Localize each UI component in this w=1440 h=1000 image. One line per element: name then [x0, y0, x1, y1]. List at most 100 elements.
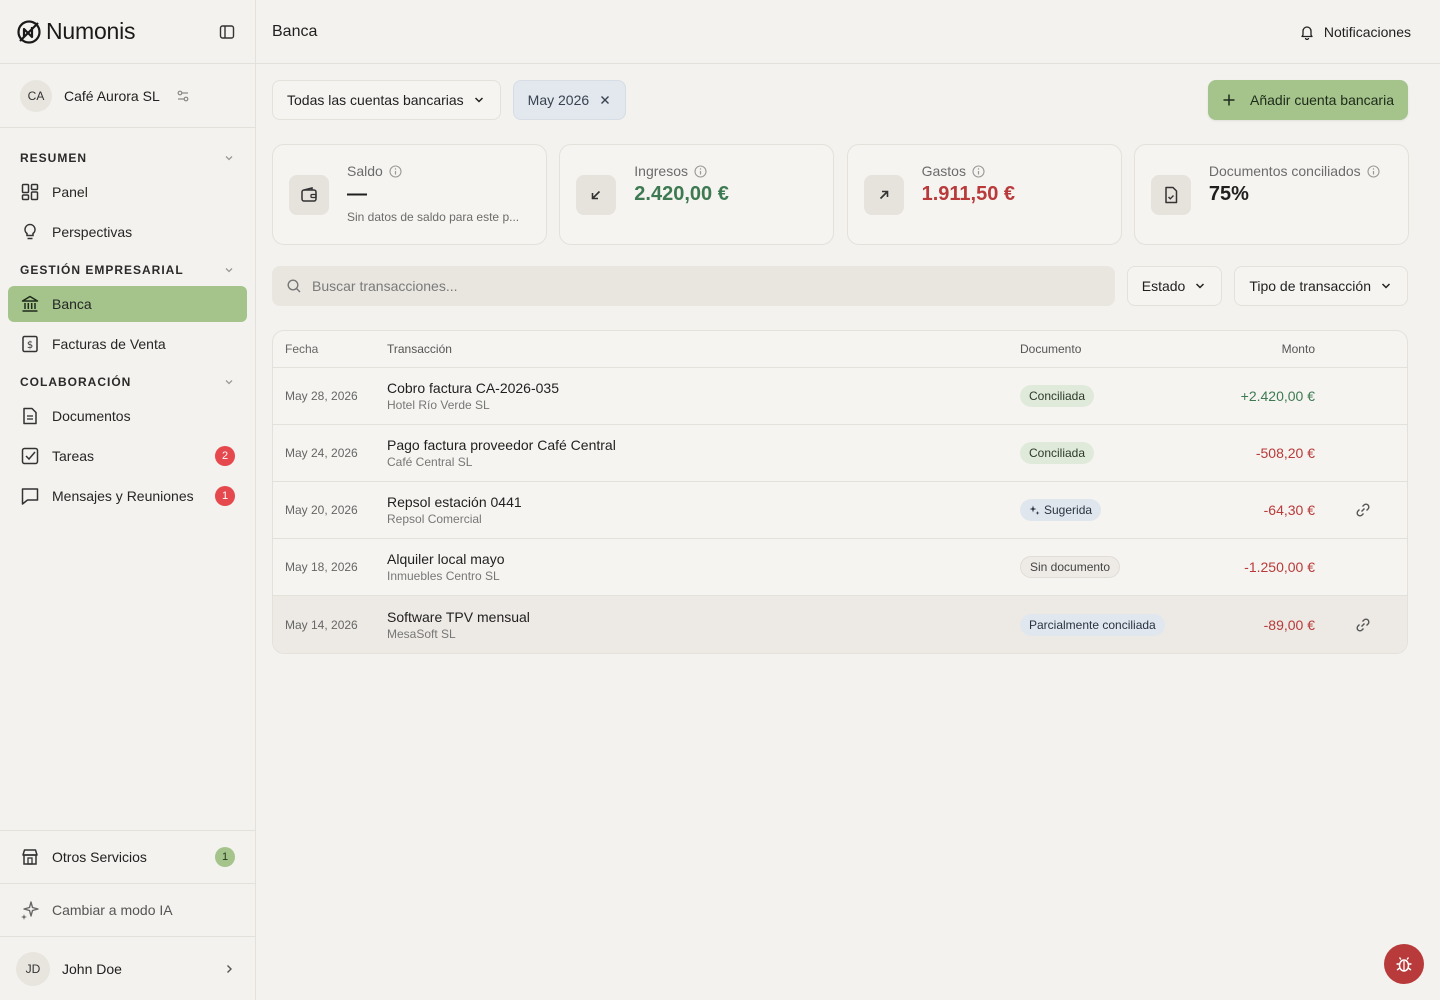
table-body: May 28, 2026 Cobro factura CA-2026-035 Hot…	[273, 368, 1407, 653]
header-document[interactable]: Documento	[1020, 342, 1082, 356]
stat-value: 1.911,50 €	[921, 183, 1016, 205]
status-badge[interactable]: Sugerida	[1020, 499, 1102, 521]
section-colaboracion[interactable]: COLABORACIÓN	[8, 366, 247, 398]
chevron-down-icon	[223, 152, 235, 164]
header-date[interactable]: Fecha	[285, 342, 319, 356]
row-amount: +2.420,00 €	[1240, 388, 1315, 404]
section-title: GESTIÓN EMPRESARIAL	[20, 263, 184, 277]
status-badge[interactable]: Conciliada	[1020, 442, 1095, 464]
other-services-item[interactable]: Otros Servicios 1	[0, 830, 255, 883]
tipo-transaccion-select[interactable]: Tipo de transacción	[1234, 266, 1408, 306]
table-row[interactable]: May 18, 2026 Alquiler local mayo Inmuebles…	[273, 539, 1407, 596]
user-name: John Doe	[62, 960, 122, 977]
link-icon[interactable]	[1354, 616, 1372, 634]
link-icon[interactable]	[1354, 501, 1372, 519]
row-title: Cobro factura CA-2026-035	[387, 380, 559, 396]
table-row[interactable]: May 28, 2026 Cobro factura CA-2026-035 Hot…	[273, 368, 1407, 425]
info-icon[interactable]	[972, 164, 985, 178]
ai-mode-toggle[interactable]: Cambiar a modo IA	[0, 883, 255, 936]
company-avatar: CA	[20, 79, 52, 112]
brand-name: Numonis	[46, 18, 136, 44]
table-row[interactable]: May 14, 2026 Software TPV mensual MesaSoft…	[273, 596, 1407, 653]
other-services-badge: 1	[215, 847, 235, 867]
info-icon[interactable]	[694, 164, 707, 178]
info-icon[interactable]	[389, 164, 402, 178]
row-date: May 24, 2026	[285, 446, 358, 460]
status-badge[interactable]: Conciliada	[1020, 385, 1095, 407]
close-icon[interactable]	[599, 94, 611, 106]
company-switcher[interactable]: CA Café Aurora SL	[0, 64, 255, 128]
header-transaction[interactable]: Transacción	[387, 342, 452, 356]
store-icon	[20, 847, 40, 867]
accounts-select-label: Todas las cuentas bancarias	[287, 92, 464, 108]
sidebar-item-label: Perspectivas	[52, 224, 133, 240]
svg-text:$: $	[27, 340, 33, 351]
notifications-label: Notificaciones	[1323, 23, 1411, 40]
sidebar-item-mensajes[interactable]: Mensajes y Reuniones 1	[8, 478, 247, 514]
row-transaction: Pago factura proveedor Café Central Café …	[387, 437, 1020, 469]
status-badge[interactable]: Sin documento	[1020, 556, 1121, 578]
stats-cards: Saldo — Sin datos de saldo para este p..…	[272, 144, 1409, 245]
estado-select[interactable]: Estado	[1126, 266, 1223, 306]
table-row[interactable]: May 20, 2026 Repsol estación 0441 Repsol C…	[273, 482, 1407, 539]
company-name: Café Aurora SL	[64, 87, 160, 104]
add-bank-account-button[interactable]: Añadir cuenta bancaria	[1208, 80, 1408, 120]
chevron-right-icon	[223, 963, 235, 975]
stat-label: Documentos conciliados	[1208, 163, 1361, 179]
estado-label: Estado	[1141, 278, 1186, 294]
status-label: Sin documento	[1030, 560, 1111, 574]
header-amount[interactable]: Monto	[1281, 342, 1315, 356]
brand-logo[interactable]: Numonis	[16, 18, 136, 45]
chevron-down-icon	[472, 93, 486, 107]
notifications-button[interactable]: Notificaciones	[1299, 24, 1411, 40]
row-title: Alquiler local mayo	[387, 551, 505, 567]
stat-card-ingresos: Ingresos 2.420,00 €	[559, 144, 835, 245]
plus-icon	[1222, 93, 1236, 107]
transactions-table: Fecha Transacción Documento Monto May 28…	[272, 330, 1408, 654]
sidebar-item-label: Mensajes y Reuniones	[52, 488, 194, 504]
file-check-icon	[1150, 175, 1191, 215]
switch-company-icon[interactable]	[176, 89, 190, 103]
sidebar-item-perspectivas[interactable]: Perspectivas	[8, 214, 247, 250]
sidebar-item-banca[interactable]: Banca	[8, 286, 247, 322]
status-badge[interactable]: Parcialmente conciliada	[1020, 613, 1165, 636]
status-label: Parcialmente conciliada	[1029, 617, 1156, 632]
chevron-down-icon	[223, 264, 235, 276]
row-date: May 28, 2026	[285, 389, 358, 403]
add-bank-account-label: Añadir cuenta bancaria	[1250, 92, 1394, 108]
lightbulb-icon	[20, 222, 40, 242]
sidebar-item-facturas[interactable]: $ Facturas de Venta	[8, 326, 247, 362]
sparkle-icon	[1029, 505, 1040, 516]
bug-report-button[interactable]	[1384, 944, 1424, 984]
info-icon[interactable]	[1367, 164, 1380, 178]
row-party: MesaSoft SL	[387, 626, 456, 641]
ai-mode-label: Cambiar a modo IA	[52, 902, 173, 918]
sidebar-toggle-icon[interactable]	[215, 20, 239, 44]
sidebar-item-panel[interactable]: Panel	[8, 174, 247, 210]
wallet-icon	[289, 175, 329, 215]
search-input[interactable]	[312, 278, 1101, 294]
section-resumen[interactable]: RESUMEN	[8, 142, 247, 174]
document-icon	[20, 406, 40, 426]
user-menu[interactable]: JD John Doe	[0, 936, 255, 1000]
messages-count-badge: 1	[215, 486, 235, 506]
stat-label: Saldo	[347, 163, 383, 179]
row-party: Café Central SL	[387, 455, 473, 469]
status-label: Conciliada	[1029, 446, 1086, 460]
sidebar-item-label: Facturas de Venta	[52, 336, 166, 352]
numonis-logo-icon	[16, 19, 42, 45]
row-actions	[1315, 616, 1407, 634]
table-row[interactable]: May 24, 2026 Pago factura proveedor Café …	[273, 425, 1407, 482]
filters-bar: Todas las cuentas bancarias May 2026 Aña…	[272, 80, 1408, 120]
section-gestion[interactable]: GESTIÓN EMPRESARIAL	[8, 254, 247, 286]
sidebar-item-documentos[interactable]: Documentos	[8, 398, 247, 434]
section-title: COLABORACIÓN	[20, 375, 132, 389]
sidebar-item-tareas[interactable]: Tareas 2	[8, 438, 247, 474]
period-chip-label: May 2026	[527, 92, 590, 108]
search-row: Estado Tipo de transacción	[272, 266, 1408, 306]
accounts-select[interactable]: Todas las cuentas bancarias	[272, 80, 501, 120]
row-document: Sin documento	[1020, 556, 1170, 578]
stat-label: Ingresos	[634, 163, 688, 179]
period-filter-chip[interactable]: May 2026	[512, 80, 627, 120]
table-header: Fecha Transacción Documento Monto	[273, 331, 1407, 368]
